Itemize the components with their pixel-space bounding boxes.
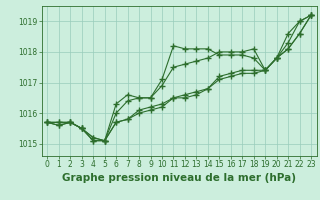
X-axis label: Graphe pression niveau de la mer (hPa): Graphe pression niveau de la mer (hPa) bbox=[62, 173, 296, 183]
